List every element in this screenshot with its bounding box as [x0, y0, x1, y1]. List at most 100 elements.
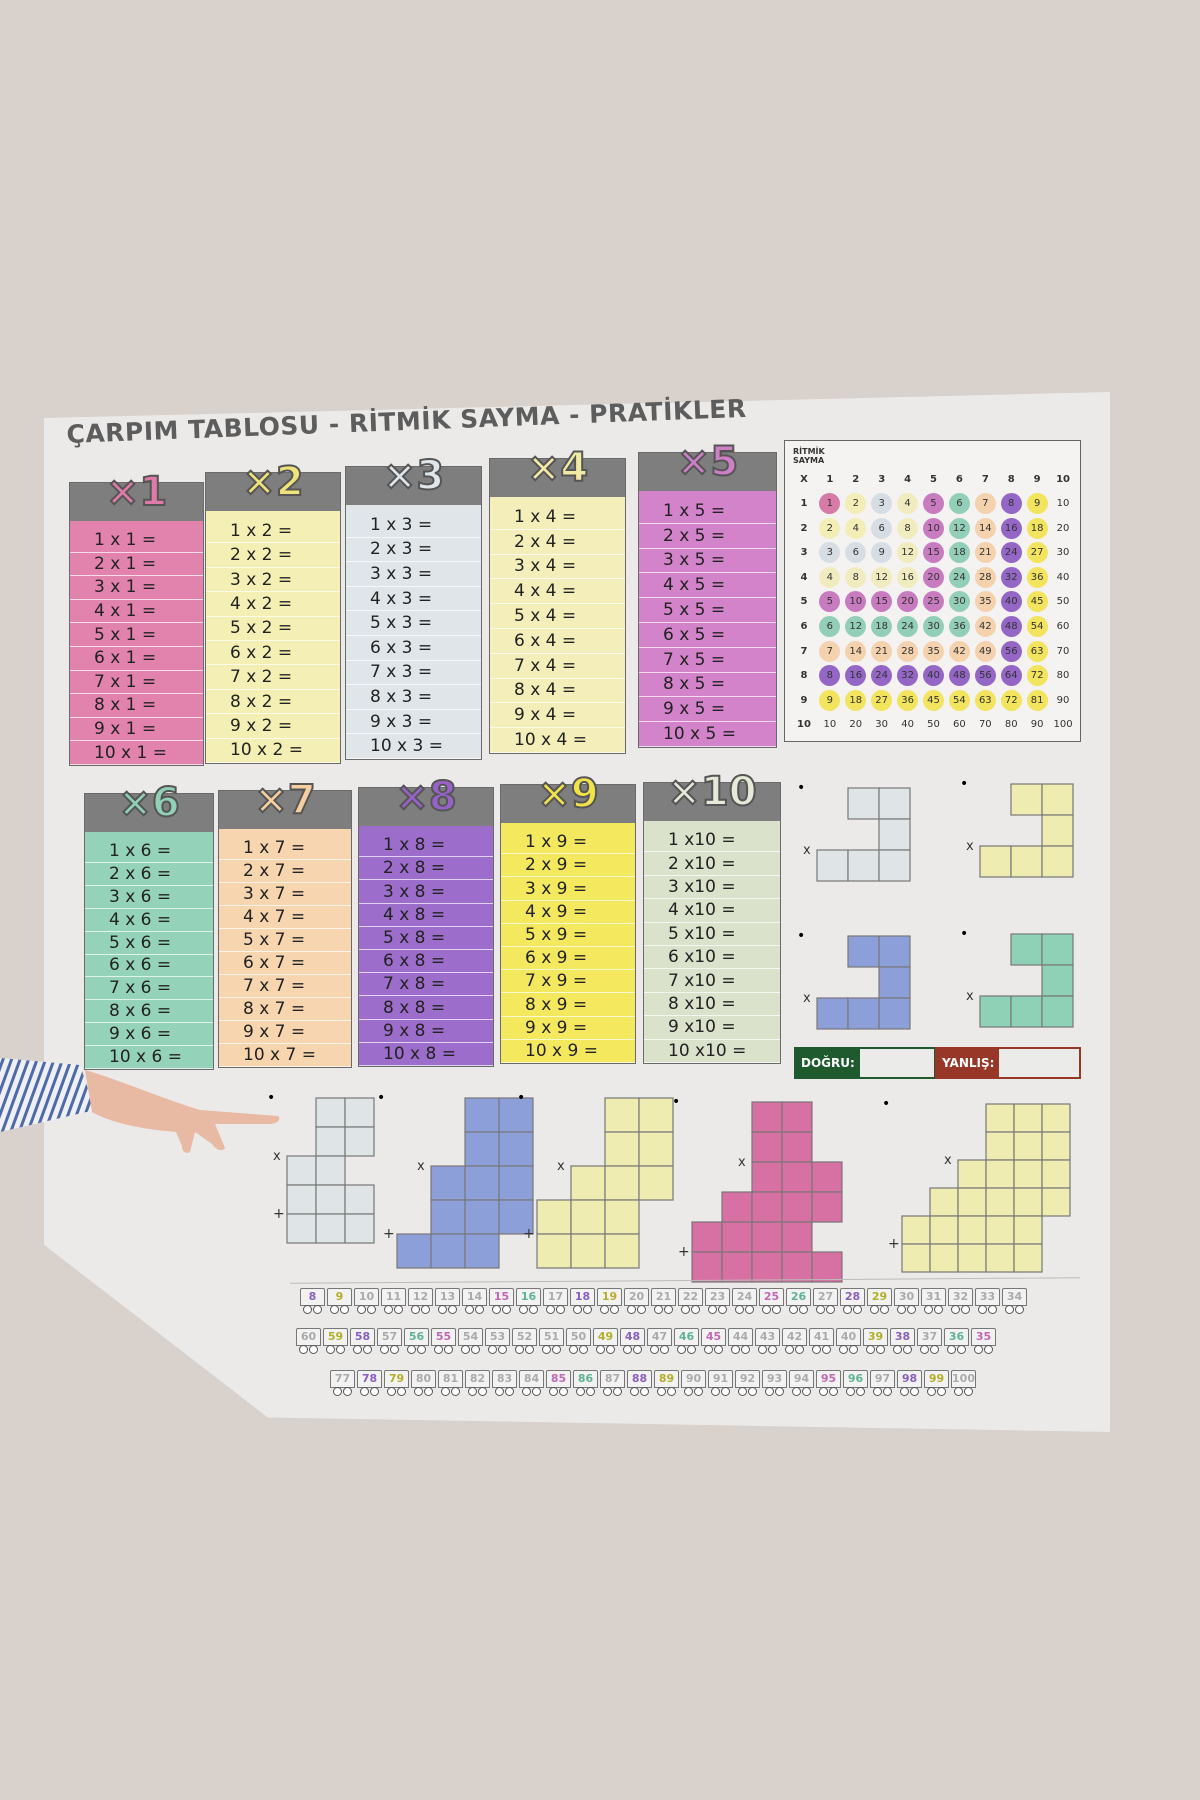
table-x1: ×1 1 x 1 = 2 x 1 = 3 x 1 = 4 x 1 = 5 x 1 = 6 x…: [69, 468, 204, 766]
grid-header: 3: [878, 473, 886, 485]
table-row: 2 x 9 =: [501, 854, 635, 878]
train-number: 54: [458, 1328, 483, 1346]
grid-value: 54: [946, 688, 972, 713]
train-number: 25: [759, 1288, 784, 1306]
train-car: 79: [384, 1370, 409, 1396]
table-row: 7 x 9 =: [501, 970, 635, 994]
wrong-score-box: YANLIŞ:: [935, 1047, 1081, 1079]
table-row: 9 x 3 =: [346, 710, 481, 735]
grid-value: 70: [1056, 645, 1070, 657]
grid-cells: X 1 2 3 4 5 6 7 8 9 10 1 1 2 3 4 5 6 7 8 9 10 2 2 4 6 8 10 12 14 16 18 2…: [791, 467, 1076, 737]
train-car: 44: [728, 1328, 753, 1354]
grid-header: 5: [930, 473, 937, 485]
grid-value: 3: [869, 492, 895, 517]
table-row: 5 x10 =: [644, 923, 780, 947]
svg-text:x: x: [966, 839, 974, 854]
dot: •: [517, 1092, 525, 1106]
table-row: 7 x 4 =: [490, 654, 625, 679]
table-label: ×7: [253, 776, 316, 824]
grid-value: 63: [972, 688, 998, 713]
train-car: 55: [431, 1328, 456, 1354]
grid-value: 20: [1056, 522, 1070, 534]
table-x5: ×5 1 x 5 = 2 x 5 = 3 x 5 = 4 x 5 = 5 x 5 = 6 x…: [638, 438, 777, 748]
grid-value: 8: [895, 516, 921, 541]
train-number: 100: [951, 1370, 976, 1388]
table-row: 6 x 8 =: [359, 950, 493, 974]
grid-value: 21: [972, 541, 998, 566]
train-number: 83: [492, 1370, 517, 1388]
train-row: 60 59 58 57 56 55 54 53 52 51 50 49 48 47 46 45 44 43 42 41…: [296, 1328, 996, 1354]
grid-value: 100: [1053, 719, 1073, 731]
table-row: 5 x 2 =: [206, 617, 340, 642]
table-row: 10 x 1 =: [70, 741, 203, 765]
table-label: ×3: [382, 452, 445, 500]
train-number: 78: [357, 1370, 382, 1388]
grid-value: 2: [817, 516, 843, 541]
train-car: 16: [516, 1288, 541, 1314]
grid-value: 50: [927, 719, 940, 731]
train-number: 77: [330, 1370, 355, 1388]
train-number: 58: [350, 1328, 375, 1346]
train-car: 59: [323, 1328, 348, 1354]
table-label: ×10: [666, 768, 757, 816]
table-label: ×5: [676, 438, 739, 486]
table-row: 8 x 8 =: [359, 996, 493, 1020]
train-number: 97: [870, 1370, 895, 1388]
table-row: 6 x 1 =: [70, 647, 203, 671]
train-car: 8: [300, 1288, 325, 1314]
train-number: 53: [485, 1328, 510, 1346]
train-car: 23: [705, 1288, 730, 1314]
sleeve: [0, 1058, 95, 1132]
table-row: 4 x 3 =: [346, 587, 481, 612]
train-number: 13: [435, 1288, 460, 1306]
train-number: 38: [890, 1328, 915, 1346]
train-car: 78: [357, 1370, 382, 1396]
dot: •: [267, 1092, 275, 1106]
grid-header: 1: [800, 498, 808, 510]
train-car: 57: [377, 1328, 402, 1354]
train-number: 96: [843, 1370, 868, 1388]
table-row: 8 x 5 =: [639, 673, 776, 698]
train-car: 84: [519, 1370, 544, 1396]
train-car: 20: [624, 1288, 649, 1314]
grid-value: 8: [843, 565, 869, 590]
grid-value: 24: [998, 541, 1024, 566]
wrong-field[interactable]: [999, 1049, 1079, 1077]
table-row: 3 x 1 =: [70, 576, 203, 600]
train-car: 39: [863, 1328, 888, 1354]
train-car: 10: [354, 1288, 379, 1314]
table-row: 6 x 6 =: [85, 955, 213, 978]
grid-value: 24: [895, 614, 921, 639]
train-number: 56: [404, 1328, 429, 1346]
correct-field[interactable]: [859, 1049, 934, 1077]
train-number: 43: [755, 1328, 780, 1346]
table-x8: ×8 1 x 8 = 2 x 8 = 3 x 8 = 4 x 8 = 5 x 8 = 6 x…: [358, 773, 494, 1067]
train-number: 26: [786, 1288, 811, 1306]
grid-value: 9: [817, 688, 843, 713]
train-number: 21: [651, 1288, 676, 1306]
train-car: 15: [489, 1288, 514, 1314]
train-number: 46: [674, 1328, 699, 1346]
train-car: 94: [789, 1370, 814, 1396]
table-row: 5 x 9 =: [501, 924, 635, 948]
table-row: 2 x 6 =: [85, 863, 213, 886]
grid-value: 56: [998, 639, 1024, 664]
grid-value: 2: [843, 492, 869, 517]
grid-value: 21: [869, 639, 895, 664]
grid-value: 28: [972, 565, 998, 590]
train-car: 83: [492, 1370, 517, 1396]
grid-value: 42: [972, 614, 998, 639]
train-car: 17: [543, 1288, 568, 1314]
table-row: 8 x 7 =: [219, 998, 351, 1021]
grid-value: 18: [843, 688, 869, 713]
train-car: 80: [411, 1370, 436, 1396]
exercise: • x +: [672, 1096, 843, 1283]
table-row: 1 x 2 =: [206, 519, 340, 544]
table-row: 3 x 2 =: [206, 568, 340, 593]
grid-header: 6: [955, 473, 963, 485]
hand: [0, 1058, 280, 1153]
train-car: 26: [786, 1288, 811, 1314]
svg-text:x: x: [273, 1149, 281, 1164]
grid-value: 7: [817, 639, 843, 664]
grid-value: 64: [998, 663, 1024, 688]
